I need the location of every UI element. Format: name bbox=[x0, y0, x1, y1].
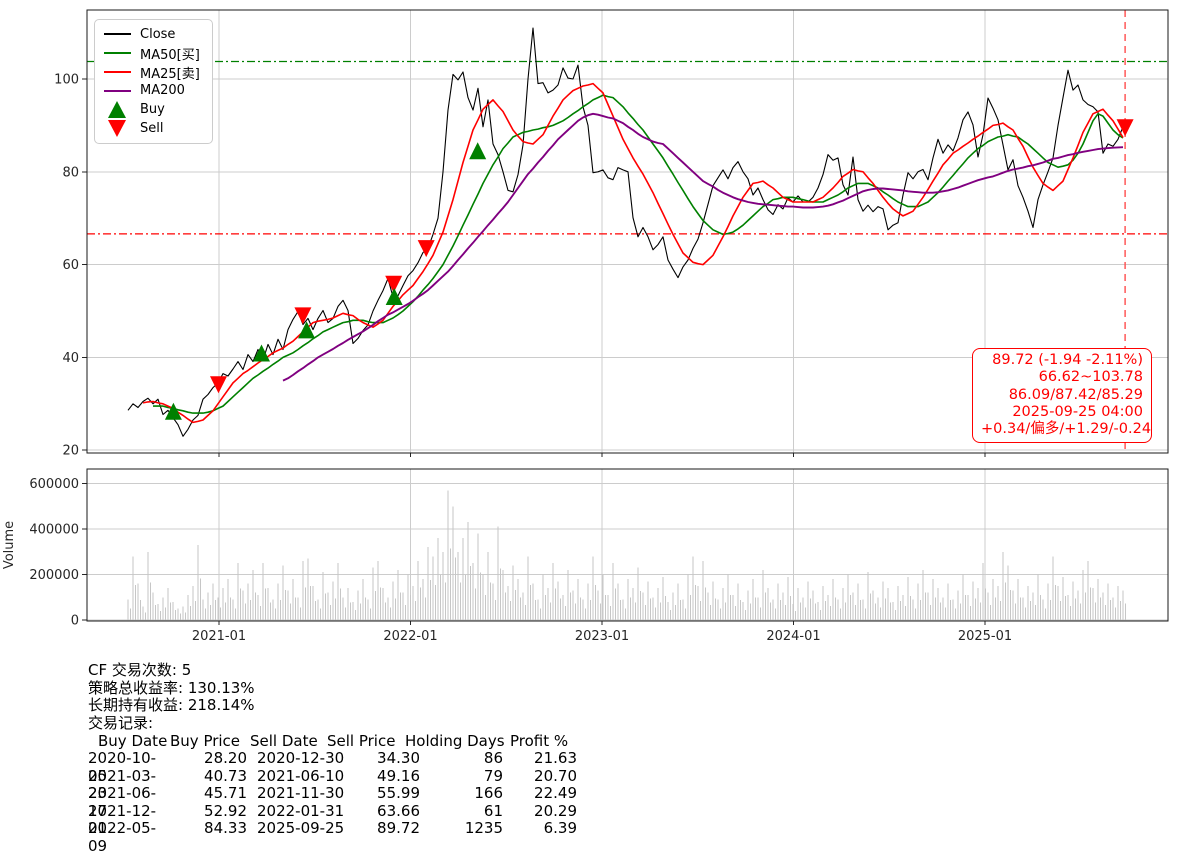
stat-hold-return: 长期持有收益: 218.14% bbox=[88, 696, 255, 715]
legend-label-ma25: MA25[卖] bbox=[140, 66, 200, 82]
svg-text:80: 80 bbox=[62, 165, 79, 180]
buy-triangle-icon bbox=[103, 101, 131, 119]
trade-row: 2021-06-17 45.71 2021-11-30 55.99 166 22.49 bbox=[88, 784, 577, 820]
svg-text:600000: 600000 bbox=[29, 477, 79, 492]
quote-annotation-box: 89.72 (-1.94 -2.11%) 66.62~103.78 86.09/… bbox=[972, 348, 1152, 444]
legend-label-sell: Sell bbox=[140, 120, 164, 136]
annotation-date-line: 2025-09-25 04:00 bbox=[1012, 403, 1143, 420]
svg-text:200000: 200000 bbox=[29, 568, 79, 583]
buy-marker bbox=[164, 402, 182, 420]
legend-item-buy: Buy bbox=[103, 100, 200, 119]
trade-row: 2021-03-23 40.73 2021-06-10 49.16 79 20.70 bbox=[88, 766, 577, 803]
sell-marker bbox=[294, 307, 312, 325]
legend-item-ma200: MA200 bbox=[103, 81, 200, 100]
legend-label-buy: Buy bbox=[140, 102, 165, 118]
buy-marker bbox=[385, 288, 403, 305]
volume-axis-label: Volume bbox=[2, 521, 17, 569]
sell-marker bbox=[210, 376, 227, 394]
volume-panel-frame bbox=[86, 468, 1169, 622]
svg-text:60: 60 bbox=[62, 258, 79, 273]
buy-marker bbox=[469, 142, 487, 160]
trade-records-table: Buy Date Buy Price Sell Date Sell Price … bbox=[88, 731, 608, 852]
svg-text:40: 40 bbox=[62, 351, 79, 366]
sell-marker bbox=[417, 240, 435, 258]
price-volume-chart: 20 40 60 80 100 2021-01 2022-01 2023-01 2024-01 2… bbox=[2, 9, 1169, 644]
svg-text:2022-01: 2022-01 bbox=[383, 629, 437, 644]
header-sell-price: Sell Price bbox=[327, 731, 396, 750]
price-panel-frame bbox=[86, 9, 1169, 454]
legend-item-sell: Sell bbox=[103, 119, 200, 138]
trade-row: 2020-10-05 28.20 2020-12-30 34.30 86 21.63 bbox=[88, 749, 577, 785]
trade-row: 2021-12-01 52.92 2022-01-31 63.66 61 20.29 bbox=[88, 801, 577, 838]
stat-strategy-return: 策略总收益率: 130.13% bbox=[88, 678, 255, 697]
annotation-ma-line: 86.09/87.42/85.29 bbox=[1008, 386, 1143, 403]
buy-marker bbox=[253, 344, 270, 362]
header-buy-date: Buy Date bbox=[98, 731, 168, 750]
legend-label-ma50: MA50[买] bbox=[140, 47, 200, 63]
sell-marker bbox=[385, 275, 403, 293]
sell-triangle-icon bbox=[103, 119, 131, 137]
strategy-stats: CF 交易次数: 5 策略总收益率: 130.13% 长期持有收益: 218.1… bbox=[88, 661, 255, 732]
ma200-line-icon bbox=[103, 89, 131, 92]
legend-item-ma25: MA25[卖] bbox=[103, 63, 200, 82]
header-profit: Profit % bbox=[510, 731, 569, 750]
svg-text:2025-01: 2025-01 bbox=[958, 629, 1012, 644]
volume-bars bbox=[127, 490, 1126, 621]
ma50-line-icon bbox=[103, 52, 131, 55]
svg-text:2024-01: 2024-01 bbox=[766, 629, 820, 644]
header-buy-price: Buy Price bbox=[170, 731, 241, 750]
svg-text:0: 0 bbox=[71, 614, 79, 629]
chart-legend: Close MA50[买] MA25[卖] MA200 Buy Sell bbox=[94, 19, 213, 144]
svg-text:20: 20 bbox=[62, 444, 79, 459]
annotation-range-line: 66.62~103.78 bbox=[1038, 369, 1143, 386]
stat-trade-count: CF 交易次数: 5 bbox=[88, 661, 192, 679]
trade-row: 2022-05-09 84.33 2025-09-25 89.72 1235 6.39 bbox=[88, 819, 577, 852]
legend-label-close: Close bbox=[140, 26, 176, 42]
stat-records-title: 交易记录: bbox=[88, 713, 154, 732]
series-line-3 bbox=[282, 112, 1124, 382]
legend-item-close: Close bbox=[103, 25, 200, 44]
header-sell-date: Sell Date bbox=[250, 731, 318, 750]
buy-marker bbox=[298, 321, 316, 339]
sell-marker bbox=[1116, 119, 1134, 137]
svg-text:100: 100 bbox=[54, 73, 79, 88]
header-holding-days: Holding Days bbox=[405, 731, 505, 750]
close-line-icon bbox=[103, 33, 131, 36]
trade-table-header: Buy Date Buy Price Sell Date Sell Price … bbox=[88, 731, 608, 751]
ma25-line-icon bbox=[103, 70, 131, 73]
svg-text:2021-01: 2021-01 bbox=[192, 629, 246, 644]
series-line-0 bbox=[127, 27, 1124, 437]
svg-text:2023-01: 2023-01 bbox=[575, 629, 629, 644]
annotation-signal-line: +0.34/偏多/+1.29/-0.24 bbox=[981, 421, 1152, 438]
svg-text:400000: 400000 bbox=[29, 523, 79, 538]
legend-label-ma200: MA200 bbox=[140, 83, 185, 99]
annotation-price-line: 89.72 (-1.94 -2.11%) bbox=[992, 352, 1143, 368]
legend-item-ma50: MA50[买] bbox=[103, 44, 200, 63]
